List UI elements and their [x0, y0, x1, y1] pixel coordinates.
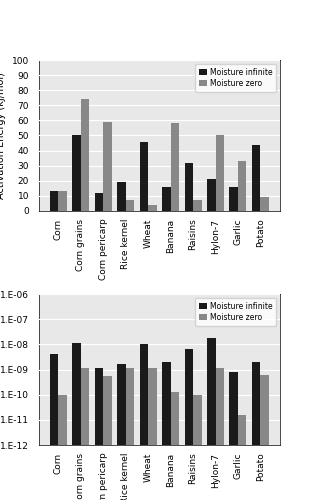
Bar — [58, 394, 67, 500]
Bar — [162, 187, 171, 211]
Bar — [216, 368, 224, 500]
Bar — [260, 375, 269, 500]
Bar — [216, 136, 224, 211]
Bar — [81, 368, 89, 500]
Bar — [103, 376, 112, 500]
Y-axis label: Activation Energy (kJ/mol): Activation Energy (kJ/mol) — [0, 72, 6, 199]
Legend: Moisture infinite, Moisture zero: Moisture infinite, Moisture zero — [195, 298, 276, 326]
Bar — [238, 416, 247, 500]
Bar — [117, 182, 126, 211]
Bar — [72, 344, 81, 500]
Bar — [238, 161, 247, 211]
Bar — [193, 200, 202, 211]
Bar — [207, 180, 216, 211]
Bar — [207, 338, 216, 500]
Bar — [95, 368, 103, 500]
Bar — [103, 122, 112, 211]
Bar — [252, 144, 260, 211]
Bar — [171, 124, 179, 211]
Bar — [81, 100, 89, 211]
Bar — [148, 368, 157, 500]
Bar — [184, 349, 193, 500]
Bar — [230, 372, 238, 500]
Bar — [117, 364, 126, 500]
Bar — [193, 394, 202, 500]
Bar — [148, 205, 157, 211]
Bar — [230, 187, 238, 211]
Bar — [50, 192, 58, 211]
Bar — [162, 362, 171, 500]
Bar — [126, 368, 134, 500]
Bar — [95, 193, 103, 211]
Bar — [260, 198, 269, 211]
Bar — [58, 192, 67, 211]
Bar — [126, 200, 134, 211]
Bar — [252, 362, 260, 500]
Bar — [50, 354, 58, 500]
Bar — [140, 344, 148, 500]
Bar — [140, 142, 148, 211]
Bar — [72, 136, 81, 211]
Bar — [184, 162, 193, 211]
Bar — [171, 392, 179, 500]
Legend: Moisture infinite, Moisture zero: Moisture infinite, Moisture zero — [195, 64, 276, 92]
